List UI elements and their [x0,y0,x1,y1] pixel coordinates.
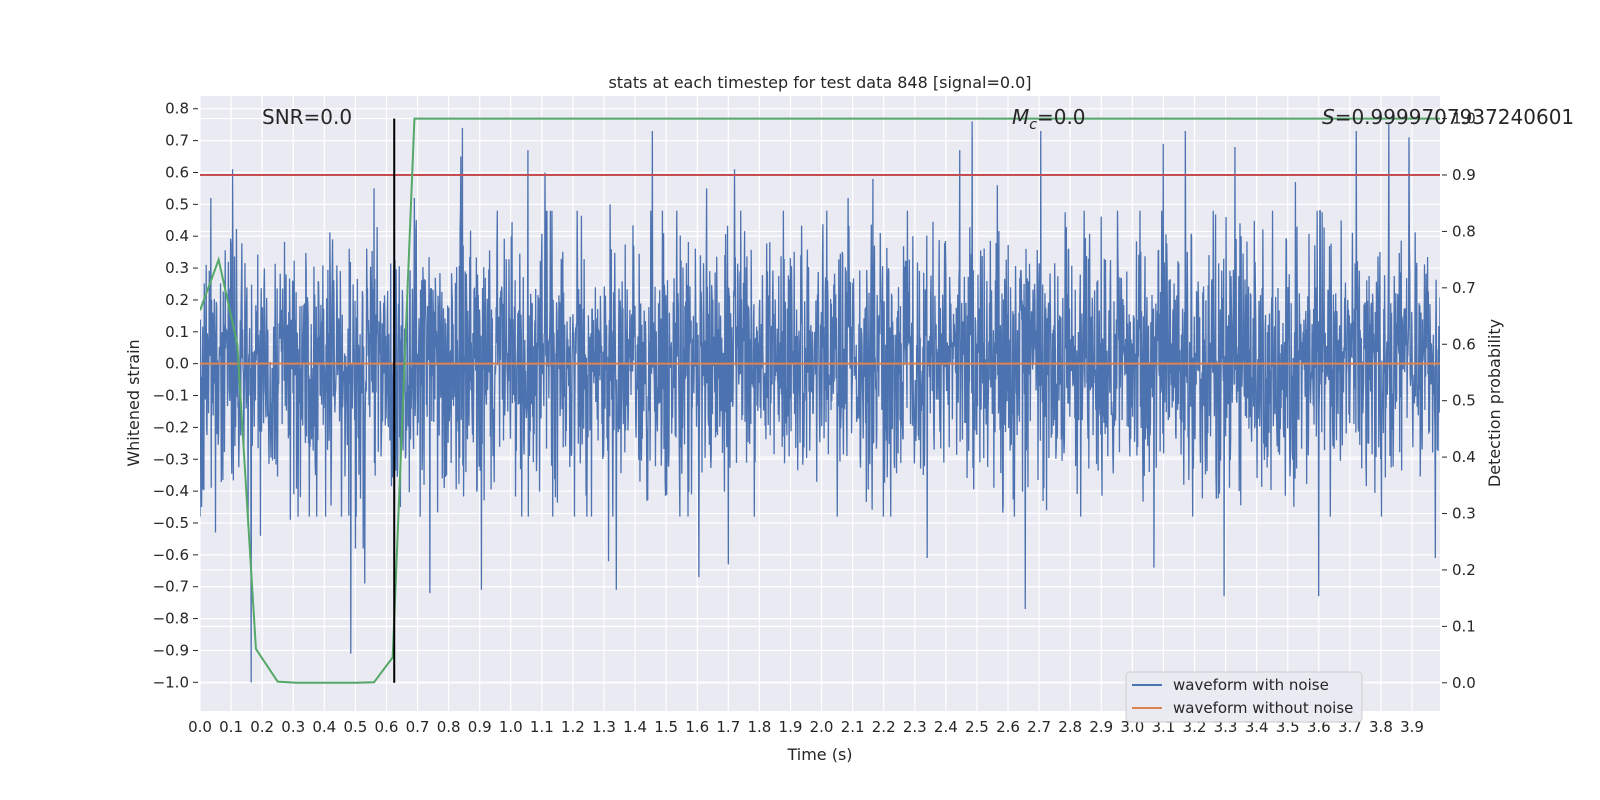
y-tick-label: −0.8 [153,610,189,628]
series-detection-probability [200,117,1440,684]
x-tick-label: 0.8 [437,718,461,736]
x-tick-label: 1.0 [499,718,523,736]
y-tick-label: −0.2 [153,418,189,436]
snr-annotation: SNR=0.0 [262,105,352,129]
x-axis-ticks: 0.0 0.1 0.2 0.3 0.4 0.5 0.6 0.7 0.8 0.9 1.0 1.1 1.2 1… [188,718,1424,736]
y-tick-label: 0.4 [165,227,189,245]
y-tick-label: 0.5 [165,195,189,213]
y2-tick-label: 0.0 [1452,674,1476,692]
x-axis-label: Time (s) [786,745,852,764]
x-tick-label: 1.7 [716,718,740,736]
legend-label-waveform-without-noise: waveform without noise [1173,699,1353,717]
x-tick-label: 2.5 [965,718,989,736]
y-tick-label: −0.4 [153,482,189,500]
y-axis-label: Whitened strain [124,339,143,466]
y2-tick-label: 0.2 [1452,561,1476,579]
y-tick-label: −0.9 [153,641,189,659]
x-tick-label: 1.9 [779,718,803,736]
y-tick-label: −1.0 [153,673,189,691]
y-axis-ticks: 0.8 0.7 0.6 0.5 0.4 0.3 0.2 0.1 0.0 −0.1 −0.2 −0.3 −… [153,100,198,691]
x-tick-label: 0.3 [281,718,305,736]
x-tick-label: 2.4 [934,718,958,736]
y-tick-label: −0.5 [153,514,189,532]
x-tick-label: 3.8 [1369,718,1393,736]
x-tick-label: 0.6 [375,718,399,736]
x-tick-label: 2.1 [841,718,865,736]
y-tick-label: 0.2 [165,291,189,309]
chart-title: stats at each timestep for test data 848… [608,73,1031,92]
y-tick-label: −0.1 [153,387,189,405]
x-tick-label: 0.5 [343,718,367,736]
x-tick-label: 0.0 [188,718,212,736]
y2-tick-label: 0.1 [1452,617,1476,635]
y-tick-label: 0.3 [165,259,189,277]
y2-tick-label: 0.7 [1452,279,1476,297]
y-tick-label: −0.6 [153,546,189,564]
y2-axis-label: Detection probability [1485,319,1504,487]
x-tick-label: 0.1 [219,718,243,736]
x-tick-label: 2.7 [1027,718,1051,736]
x-tick-label: 1.1 [530,718,554,736]
x-tick-label: 1.8 [747,718,771,736]
x-tick-label: 3.9 [1400,718,1424,736]
y2-tick-label: 0.8 [1452,222,1476,240]
series-waveform-with-noise [200,121,1440,683]
x-tick-label: 2.8 [1058,718,1082,736]
x-tick-label: 2.0 [810,718,834,736]
y2-tick-label: 0.9 [1452,166,1476,184]
y2-tick-label: 0.3 [1452,505,1476,523]
x-tick-label: 1.2 [561,718,585,736]
y2-tick-label: 0.5 [1452,392,1476,410]
y-tick-label: 0.0 [165,355,189,373]
x-tick-label: 2.3 [903,718,927,736]
x-tick-label: 2.9 [1089,718,1113,736]
legend-box [1125,671,1363,723]
x-tick-label: 1.5 [654,718,678,736]
x-tick-label: 1.6 [685,718,709,736]
x-tick-label: 2.6 [996,718,1020,736]
y-tick-label: −0.3 [153,450,189,468]
x-tick-label: 0.2 [250,718,274,736]
y-tick-label: −0.7 [153,578,189,596]
legend: waveform with noise waveform without noi… [1125,671,1363,723]
y-tick-label: 0.1 [165,323,189,341]
y-tick-label: 0.6 [165,163,189,181]
x-tick-label: 1.4 [623,718,647,736]
y2-tick-label: 1.0 [1452,110,1476,128]
y2-tick-label: 0.4 [1452,448,1476,466]
x-tick-label: 0.9 [468,718,492,736]
y2-axis-ticks: 1.0 0.9 0.8 0.7 0.6 0.5 0.4 0.3 0.2 0.1 0.0 [1442,110,1476,692]
y-tick-label: 0.7 [165,132,189,150]
x-tick-label: 2.2 [872,718,896,736]
x-tick-label: 0.7 [406,718,430,736]
x-tick-label: 1.3 [592,718,616,736]
x-tick-label: 0.4 [312,718,336,736]
y2-tick-label: 0.6 [1452,335,1476,353]
legend-label-waveform-with-noise: waveform with noise [1173,676,1329,694]
s-annotation: S=0.9999707937240601 [1322,105,1574,129]
y-tick-label: 0.8 [165,100,189,118]
mc-annotation: Mc=0.0 [1012,105,1086,133]
